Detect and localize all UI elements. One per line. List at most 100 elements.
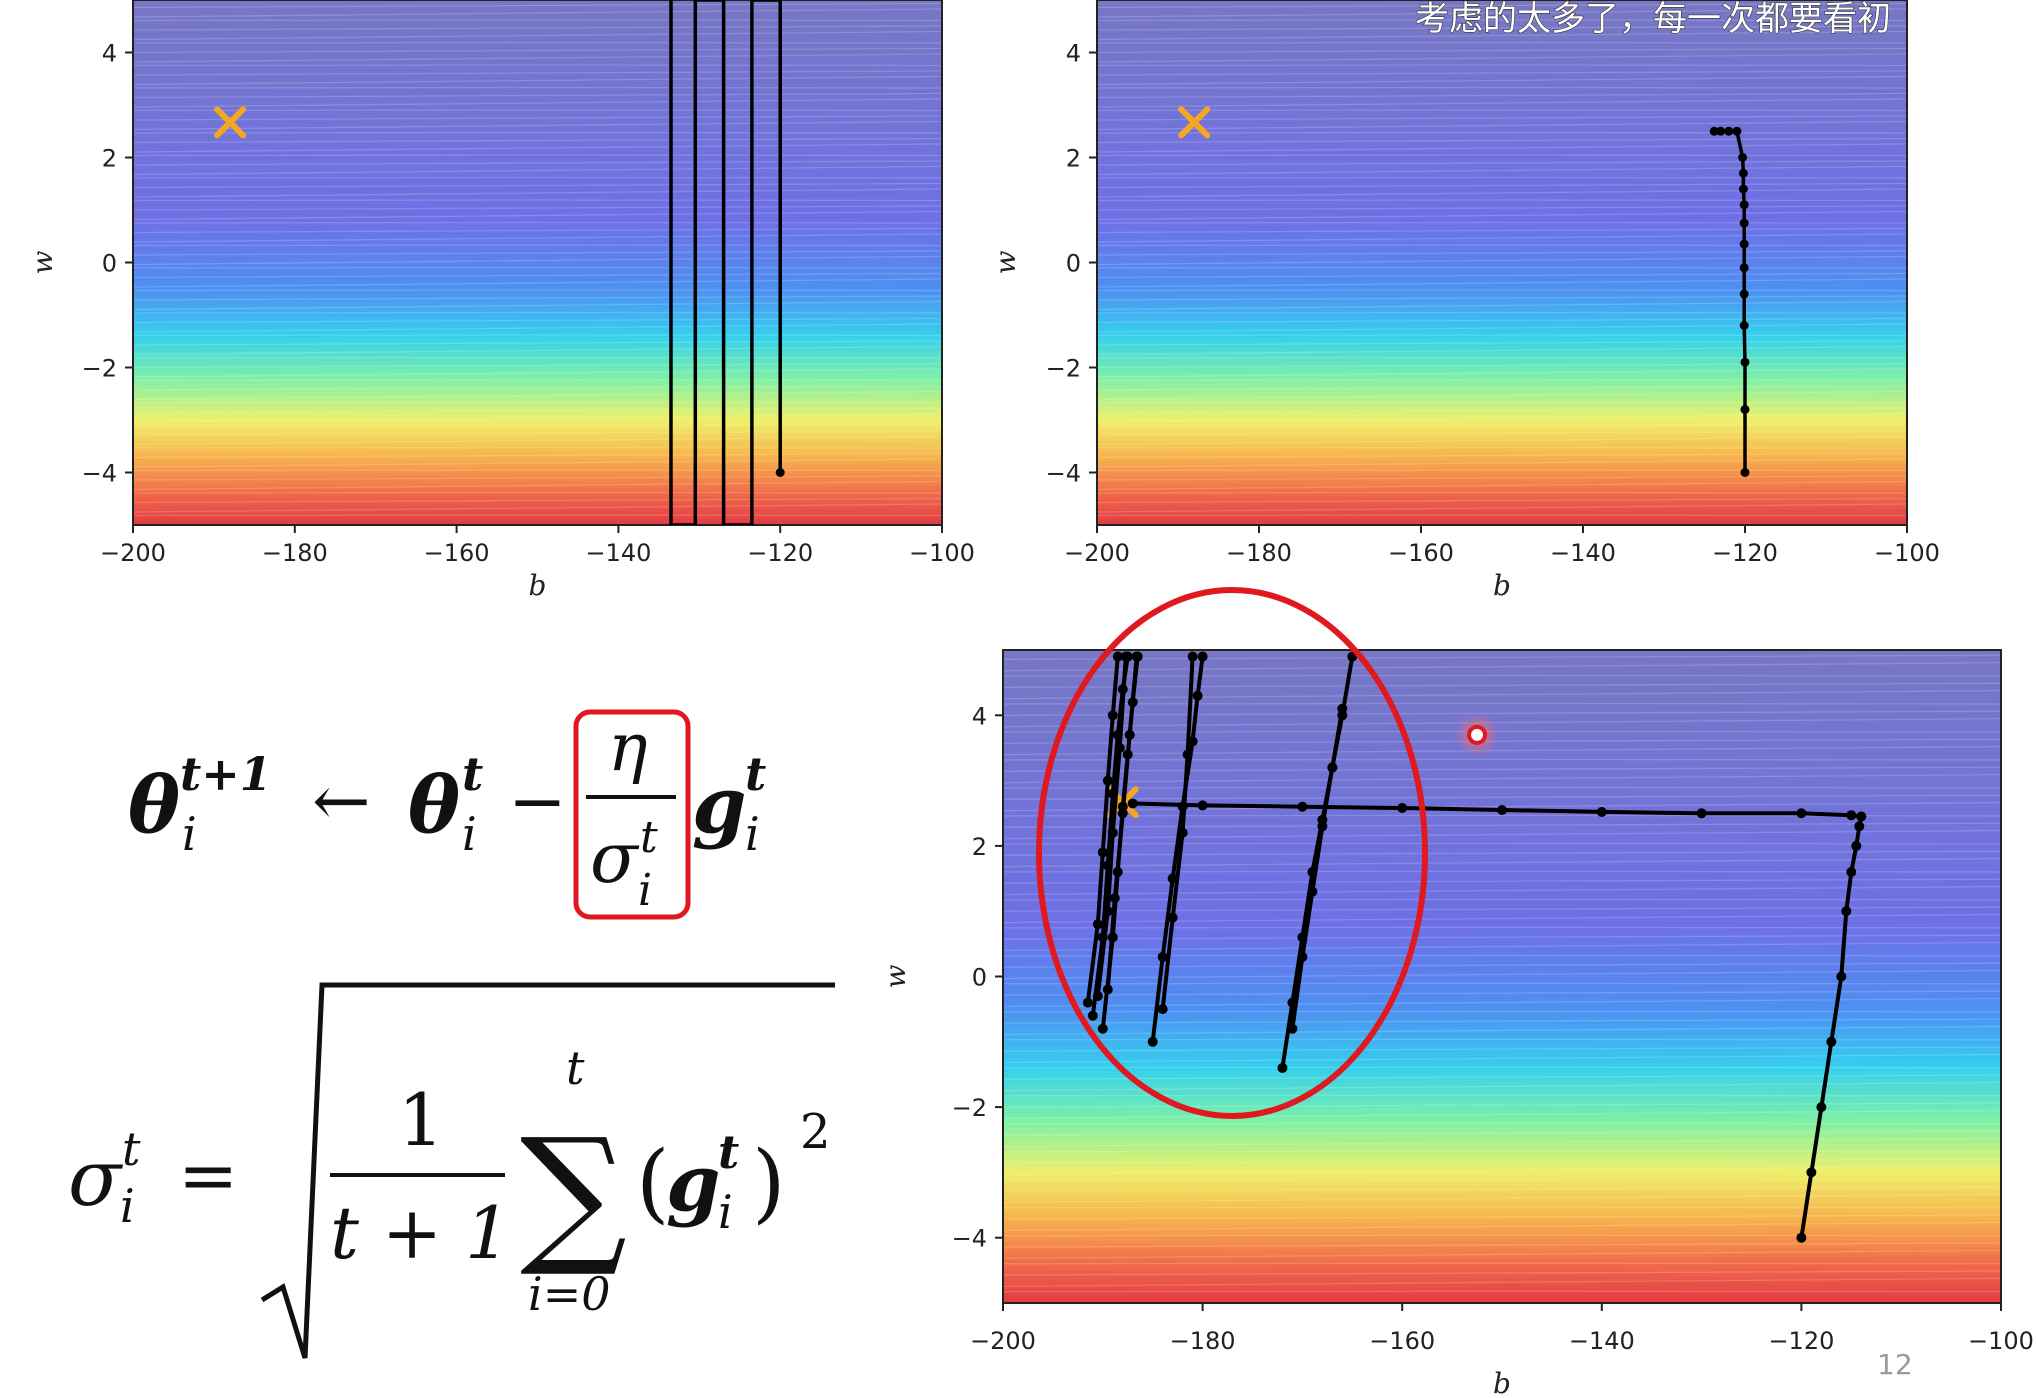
path-point [1596,806,1607,817]
contour-line [1002,786,2002,789]
path-point [1082,997,1093,1008]
contour-line [1096,356,1908,359]
path-point [1092,919,1103,930]
path-point [1740,468,1750,477]
power-exponent: 2 [800,1104,831,1160]
path-point [1147,1036,1158,1047]
path-point [1102,906,1113,917]
path-point [1197,800,1208,811]
path-point [1739,321,1749,330]
contour-line [1002,1221,2002,1232]
x-tick-label: −100 [1968,1327,2034,1355]
contour-line [1096,199,1908,202]
bottom-right-chart: −200 −180 −160 −140 −120 −100 −4 −2 0 2 4 b w [879,649,2034,1398]
open-paren: ( [636,1133,670,1233]
contour-line [132,385,943,391]
y-tick-label: 4 [1066,40,1081,68]
contour-line [132,266,943,269]
contour-line [1002,885,2002,896]
theta-superscript: t+1 [180,747,272,801]
contour-line [1096,115,1908,121]
contour-line [132,356,943,359]
path-point [1177,827,1188,838]
path-point [1112,651,1123,662]
highlight-ellipse [1036,587,1428,1119]
contour-line [1096,300,1908,311]
contour-line [132,452,943,459]
contour-line [1002,710,2002,716]
contour-line [1002,674,2002,677]
x-axis-label: b [529,569,547,602]
path-point [1127,798,1138,809]
contour-line [132,311,943,314]
x-tick-label: −140 [1550,539,1616,567]
contour-line [1096,255,1908,266]
contour-line [132,362,943,369]
contour-line [1096,475,1908,481]
sigma-def-subscript: i [120,1179,135,1233]
path-point [1397,803,1408,814]
path-point [1846,867,1857,878]
path-point [1102,775,1113,786]
contour-line [1096,401,1908,404]
path-point [1124,729,1135,740]
path-point [1739,200,1749,210]
path-point [1740,405,1750,414]
contour-line [1096,278,1908,288]
contour-line [132,19,943,22]
y-tick-label: −2 [82,355,117,383]
y-tick-label: −4 [1046,460,1081,488]
contour-line [1096,385,1908,391]
contour-line [132,480,943,491]
contour-line [1096,210,1908,221]
path-point [1187,651,1198,662]
path-point [1851,840,1862,851]
x-tick-label: −160 [1369,1327,1435,1355]
contour-line [1096,407,1908,414]
contour-line [1096,120,1908,131]
y-tick-label: 2 [1066,145,1081,173]
contour-line [132,75,943,86]
contour-line [132,199,943,202]
contour-line [132,295,943,301]
contour-line [1002,682,2002,688]
contour-line [1096,176,1908,179]
path-start-point [775,468,785,477]
x-tick-label: −120 [1768,1327,1834,1355]
path-point [1287,1023,1298,1034]
contour-line [1096,19,1908,22]
contour-line [132,154,943,157]
contour-line [132,41,943,44]
contour-line [132,120,943,131]
video-subtitle: 考虑的太多了，每一次都要看初 [1415,0,1891,39]
x-tick-label: −180 [1170,1327,1236,1355]
x-tick-label: −120 [747,539,813,567]
contour-line [1096,340,1908,346]
contour-line [132,469,943,472]
contour-line [1096,452,1908,459]
contour-line [1096,413,1908,423]
path-point [1796,808,1807,819]
eta-symbol: η [608,709,648,786]
contour-line [132,340,943,346]
contour-line [132,30,943,41]
path-point [1738,168,1748,178]
gradient-descent-path [1085,656,1120,1003]
y-tick-label: −4 [952,1225,987,1253]
contour-line [1002,906,2002,912]
contour-line [1096,491,1908,494]
contour-line [1096,53,1908,63]
contour-line [1096,368,1908,378]
x-tick-label: −180 [1226,539,1292,567]
contour-line [1096,41,1908,44]
contour-line [1002,1150,2002,1153]
contour-background [1097,0,1907,525]
contour-line [1096,424,1908,427]
arrow-symbol: ← [312,760,371,842]
series-group [1082,651,1867,1243]
contour-line [1002,962,2002,968]
contour-line [1096,244,1908,247]
path-point [1109,893,1120,904]
contour-line [132,53,943,63]
contour-line [1002,1018,2002,1024]
